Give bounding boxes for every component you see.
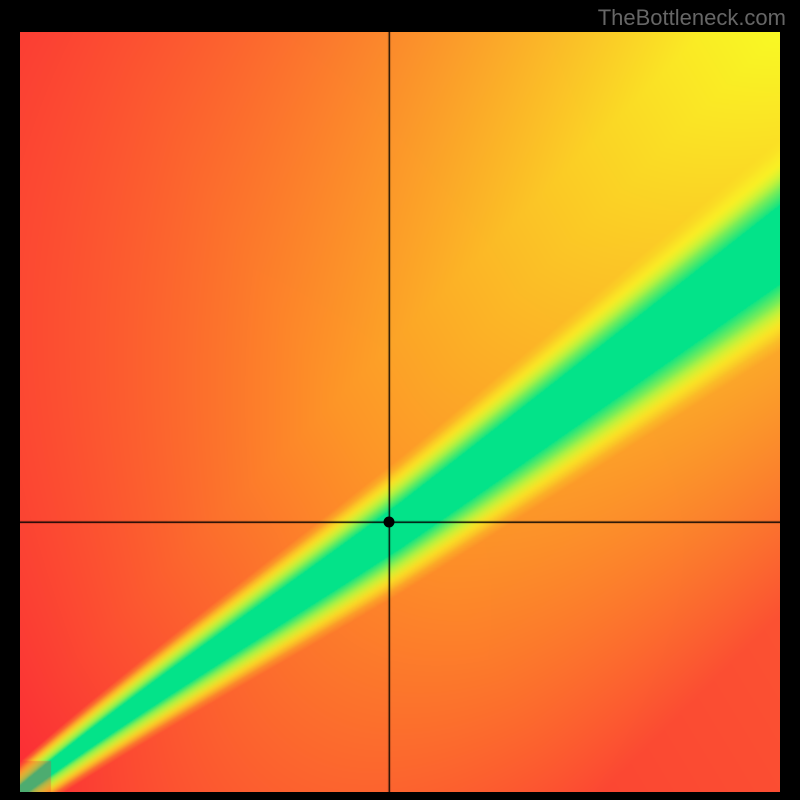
watermark-text: TheBottleneck.com bbox=[598, 5, 786, 31]
heatmap-canvas bbox=[20, 32, 780, 792]
crosshair-marker bbox=[384, 517, 395, 528]
chart-container: TheBottleneck.com bbox=[0, 0, 800, 800]
plot-area bbox=[20, 32, 780, 792]
